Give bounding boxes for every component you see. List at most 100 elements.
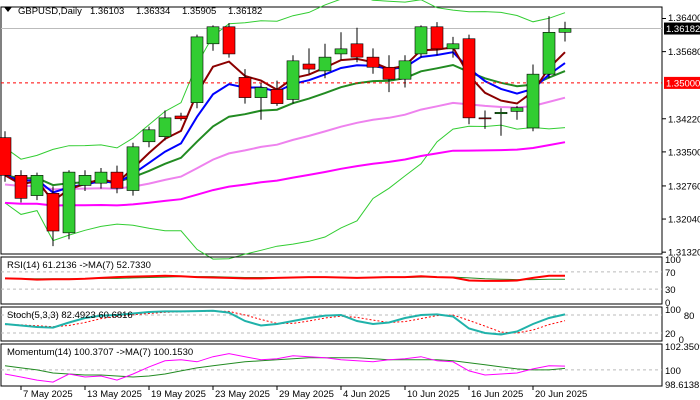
stoch-scale-label: 100 — [665, 305, 681, 316]
ma-blue-line — [4, 51, 566, 194]
date-tick-label: 19 May 2025 — [151, 389, 206, 400]
bull-candle-body — [398, 60, 412, 80]
stoch-signal-line — [4, 310, 566, 334]
bull-candle-body — [334, 48, 348, 55]
candle — [558, 21, 572, 42]
candle — [254, 82, 268, 120]
bull-candle-body — [494, 112, 508, 115]
price-tick-label: 1.35680 — [668, 47, 700, 58]
stoch-scale-label: 20 — [665, 329, 676, 340]
bull-candle-body — [206, 26, 220, 45]
price-tick-label: 1.34220 — [668, 114, 700, 125]
bull-candle-body — [286, 60, 300, 100]
bull-candle-body — [126, 146, 140, 191]
candle — [350, 27, 364, 63]
candle — [366, 48, 380, 74]
candle — [206, 25, 220, 51]
date-tick-label: 16 Jun 2025 — [471, 389, 523, 400]
collapse-triangle-icon[interactable] — [4, 7, 12, 12]
candle — [190, 34, 204, 109]
momentum-panel: Momentum(14) 100.3707 ->MA(7) 100.1530 10… — [0, 342, 700, 391]
candle — [46, 186, 60, 247]
candle — [542, 16, 556, 79]
rsi-scale-label: 100 — [665, 255, 681, 266]
candle — [302, 48, 316, 74]
bear-candle-body — [46, 192, 60, 232]
bollinger-lower-line — [4, 124, 566, 260]
candle — [270, 80, 284, 106]
bear-candle-body — [478, 117, 492, 120]
bull-candle-body — [446, 43, 460, 50]
candle — [142, 126, 156, 148]
candle — [430, 22, 444, 56]
candle — [478, 110, 492, 129]
rsi-frame — [0, 256, 663, 305]
candle — [174, 112, 188, 121]
candle — [126, 142, 140, 196]
candle — [62, 170, 76, 240]
rsi-rsi-line — [4, 274, 565, 282]
bull-candle-body — [414, 26, 428, 55]
level-badge — [664, 76, 700, 89]
momentum-scale-label: 98.6138 — [665, 380, 699, 391]
bull-candle-body — [318, 56, 332, 72]
date-tick-label: 29 May 2025 — [279, 389, 334, 400]
stoch-main-line — [4, 309, 566, 336]
bull-candle-body — [94, 171, 108, 184]
candle — [30, 172, 44, 201]
bear-candle-body — [0, 137, 12, 176]
bollinger-upper-line — [4, 0, 566, 160]
price-tick-label: 1.36400 — [668, 13, 700, 24]
candle — [78, 170, 92, 191]
candle — [494, 108, 508, 136]
date-tick-label: 10 Jun 2025 — [407, 389, 459, 400]
candle — [446, 36, 460, 58]
candle — [222, 23, 236, 58]
chart-title: GBPUSD,Daily — [18, 6, 82, 17]
rsi-scale-label: 70 — [665, 268, 676, 279]
candle — [414, 25, 428, 58]
ma-slow-line — [4, 141, 566, 207]
candle — [94, 167, 108, 189]
price-tick-label: 1.33500 — [668, 147, 700, 158]
momentum-frame — [0, 343, 663, 387]
bear-candle-body — [462, 38, 476, 119]
candle — [110, 165, 124, 194]
ohlc-open: 1.36103 — [90, 6, 124, 17]
candle — [318, 43, 332, 79]
date-tick-label: 7 May 2025 — [23, 389, 73, 400]
rsi-scale-label: 0 — [665, 298, 670, 309]
bear-candle-body — [174, 115, 188, 120]
stoch-frame — [0, 306, 663, 342]
price-tick-label: 1.32040 — [668, 215, 700, 226]
bull-candle-body — [542, 31, 556, 75]
momentum-scale-label: 102.3509 — [665, 342, 700, 353]
rsi-label: RSI(14) 61.2136 ->MA(7) 52.7330 — [7, 260, 151, 271]
price-tick-label: 1.31320 — [668, 248, 700, 259]
candle — [334, 32, 348, 60]
bear-candle-body — [366, 56, 380, 68]
rsi-panel: RSI(14) 61.2136 ->MA(7) 52.7330 100 70 30 0 — [0, 255, 681, 309]
bull-candle-body — [510, 107, 524, 112]
ohlc-low: 1.35905 — [182, 6, 216, 17]
candle — [14, 170, 28, 203]
bull-candle-body — [526, 73, 540, 129]
bull-candle-body — [190, 36, 204, 103]
momentum-momentum-line — [4, 353, 566, 383]
bear-candle-body — [430, 26, 444, 50]
bear-candle-body — [14, 175, 28, 199]
date-tick-label: 23 May 2025 — [215, 389, 270, 400]
date-tick-label: 20 Jun 2025 — [535, 389, 587, 400]
main-panel-frame — [0, 6, 663, 255]
stoch-scale-label: 0 — [679, 335, 684, 346]
bull-candle-body — [254, 87, 268, 98]
stoch-label: Stoch(5,3,3) 82.4923 60.6816 — [7, 310, 133, 321]
bear-candle-body — [382, 66, 396, 80]
date-tick-label: 13 May 2025 — [87, 389, 142, 400]
bear-candle-body — [222, 26, 236, 55]
bull-candle-body — [142, 129, 156, 143]
candle — [526, 64, 540, 132]
